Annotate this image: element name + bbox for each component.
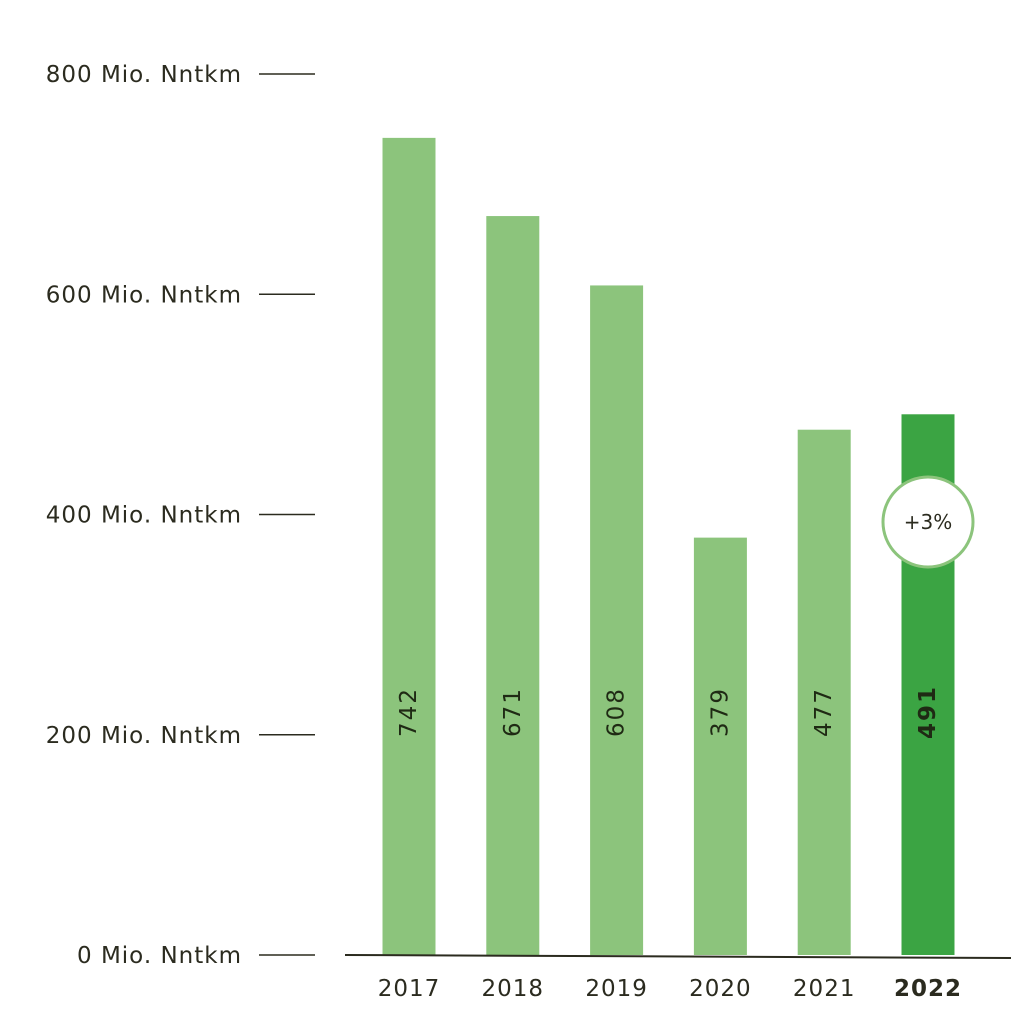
- x-tick-label: 2022: [894, 976, 962, 1002]
- y-tick-label: 400 Mio. Nntkm: [46, 503, 242, 529]
- y-tick-label: 200 Mio. Nntkm: [46, 723, 242, 749]
- bar-value-label: 491: [915, 685, 941, 739]
- x-tick-label: 2019: [585, 976, 648, 1002]
- bar-2020: [693, 537, 747, 955]
- bar-value-label: 742: [396, 687, 422, 737]
- change-badge-label: +3%: [904, 510, 953, 534]
- y-tick-label: 800 Mio. Nntkm: [46, 62, 242, 88]
- y-axis: 0 Mio. Nntkm 200 Mio. Nntkm 400 Mio. Nntkm…: [46, 62, 315, 969]
- bar-2019: [590, 285, 644, 955]
- annotations: +3%: [881, 475, 975, 569]
- x-tick-label: 2017: [378, 976, 441, 1002]
- bar-2021: [797, 429, 851, 955]
- y-tick-label: 600 Mio. Nntkm: [46, 282, 242, 308]
- bar-2018: [486, 216, 540, 955]
- x-axis: 2017 2018 2019 2020 2021 2022: [378, 976, 962, 1002]
- bar-2017: [382, 137, 436, 955]
- x-tick-label: 2021: [793, 976, 856, 1002]
- x-tick-label: 2018: [482, 976, 545, 1002]
- x-tick-label: 2020: [689, 976, 752, 1002]
- y-tick-label: 0 Mio. Nntkm: [77, 943, 242, 969]
- bar-value-label: 671: [500, 687, 526, 737]
- change-badge: [881, 475, 975, 569]
- bar-value-label: 379: [707, 687, 733, 737]
- bar-value-label: 477: [811, 687, 837, 737]
- x-axis-line: [344, 954, 1012, 959]
- bar-value-label: 608: [604, 687, 630, 737]
- bars: 742 671 608 379 477 491: [382, 137, 955, 955]
